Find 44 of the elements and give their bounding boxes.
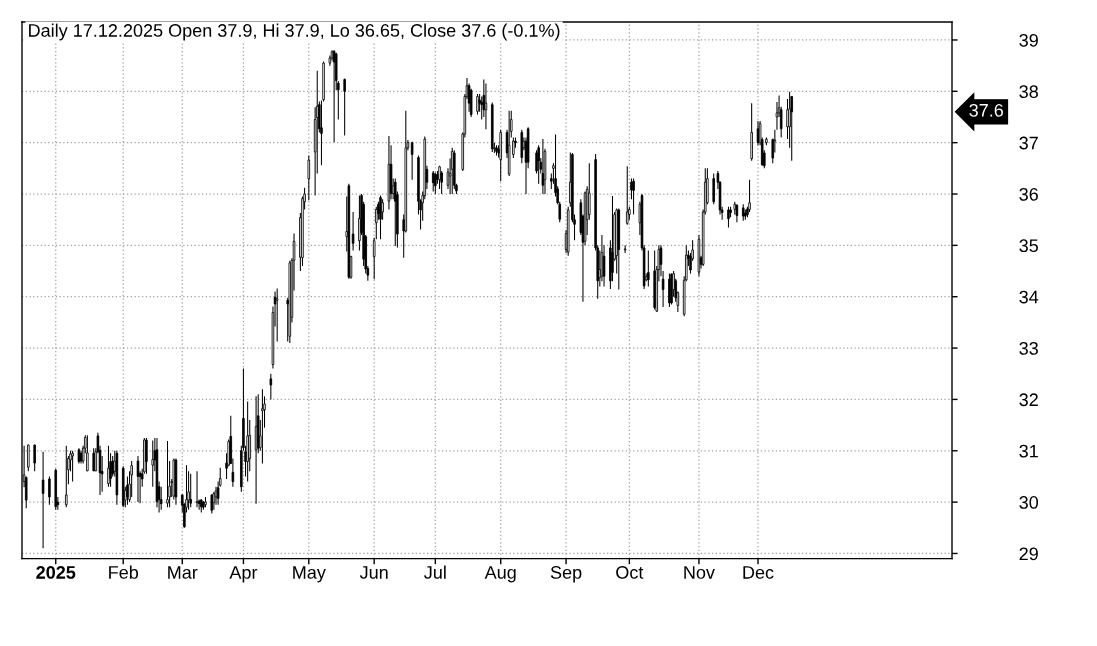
candlestick bbox=[410, 141, 414, 181]
candlestick bbox=[307, 154, 311, 201]
candlestick bbox=[166, 440, 169, 508]
candlestick bbox=[195, 470, 199, 508]
x-tick-label: Dec bbox=[743, 566, 774, 579]
candlestick bbox=[431, 170, 435, 192]
candlestick bbox=[41, 451, 45, 549]
x-tick-label: Mar bbox=[168, 566, 198, 579]
candlestick bbox=[107, 445, 110, 488]
chart-title: Daily 17.12.2025 Open 37.9, Hi 37.9, Lo 36.65, Close 37.6 (-0.1%) bbox=[29, 23, 560, 41]
y-tick-label: 32 bbox=[1019, 393, 1038, 407]
x-tick-label: Jun bbox=[359, 566, 388, 579]
y-tick-label: 38 bbox=[1019, 85, 1038, 99]
candlestick bbox=[33, 444, 36, 472]
candlestick bbox=[343, 77, 346, 136]
x-tick-label: 2025 bbox=[36, 566, 76, 579]
x-tick-label: Sep bbox=[550, 566, 582, 583]
y-tick-label: 29 bbox=[1019, 547, 1038, 561]
y-tick-label: 30 bbox=[1019, 496, 1039, 509]
text: 37.6 bbox=[969, 103, 1004, 117]
x-tick-label: Feb bbox=[109, 565, 139, 579]
y-tick-label: 36 bbox=[1019, 187, 1038, 201]
y-tick-label: 31 bbox=[1019, 444, 1038, 458]
candlestick bbox=[320, 100, 323, 166]
candlestick bbox=[261, 388, 264, 465]
y-tick-label: 34 bbox=[1019, 290, 1039, 304]
y-tick-label: 39 bbox=[1019, 33, 1038, 47]
x-tick-label: May bbox=[293, 566, 326, 583]
candlestick bbox=[712, 172, 715, 205]
candlestick bbox=[27, 444, 30, 472]
x-tick-label: Oct bbox=[616, 566, 644, 579]
candlestick bbox=[623, 244, 627, 254]
x-tick-label: Jul bbox=[424, 565, 446, 579]
candlestick bbox=[48, 475, 51, 506]
x-tick-label: Aug bbox=[484, 566, 516, 583]
y-tick-label: 35 bbox=[1019, 239, 1038, 253]
candlestick bbox=[484, 83, 488, 130]
x-tick-label: Apr bbox=[229, 566, 258, 583]
candlestick bbox=[351, 211, 355, 252]
y-tick-label: 33 bbox=[1019, 342, 1038, 355]
candlestick bbox=[748, 179, 751, 213]
candlestick bbox=[269, 373, 273, 400]
y-tick-label: 37 bbox=[1019, 136, 1038, 150]
x-tick-label: Nov bbox=[684, 566, 715, 579]
